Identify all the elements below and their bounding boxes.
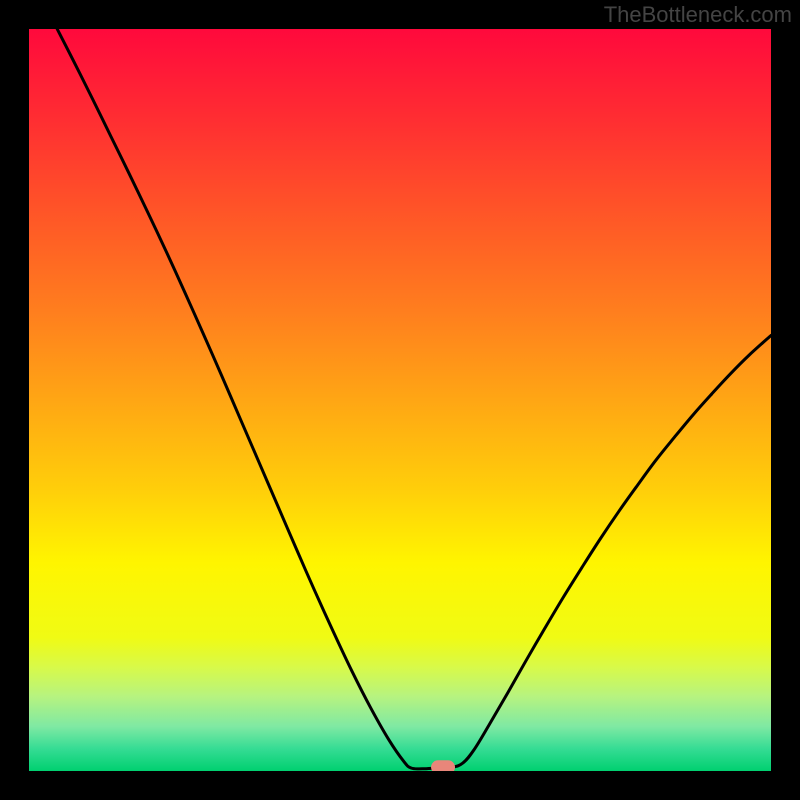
plot-gradient-background <box>29 29 771 771</box>
bottleneck-chart <box>0 0 800 800</box>
watermark-text: TheBottleneck.com <box>604 2 792 28</box>
